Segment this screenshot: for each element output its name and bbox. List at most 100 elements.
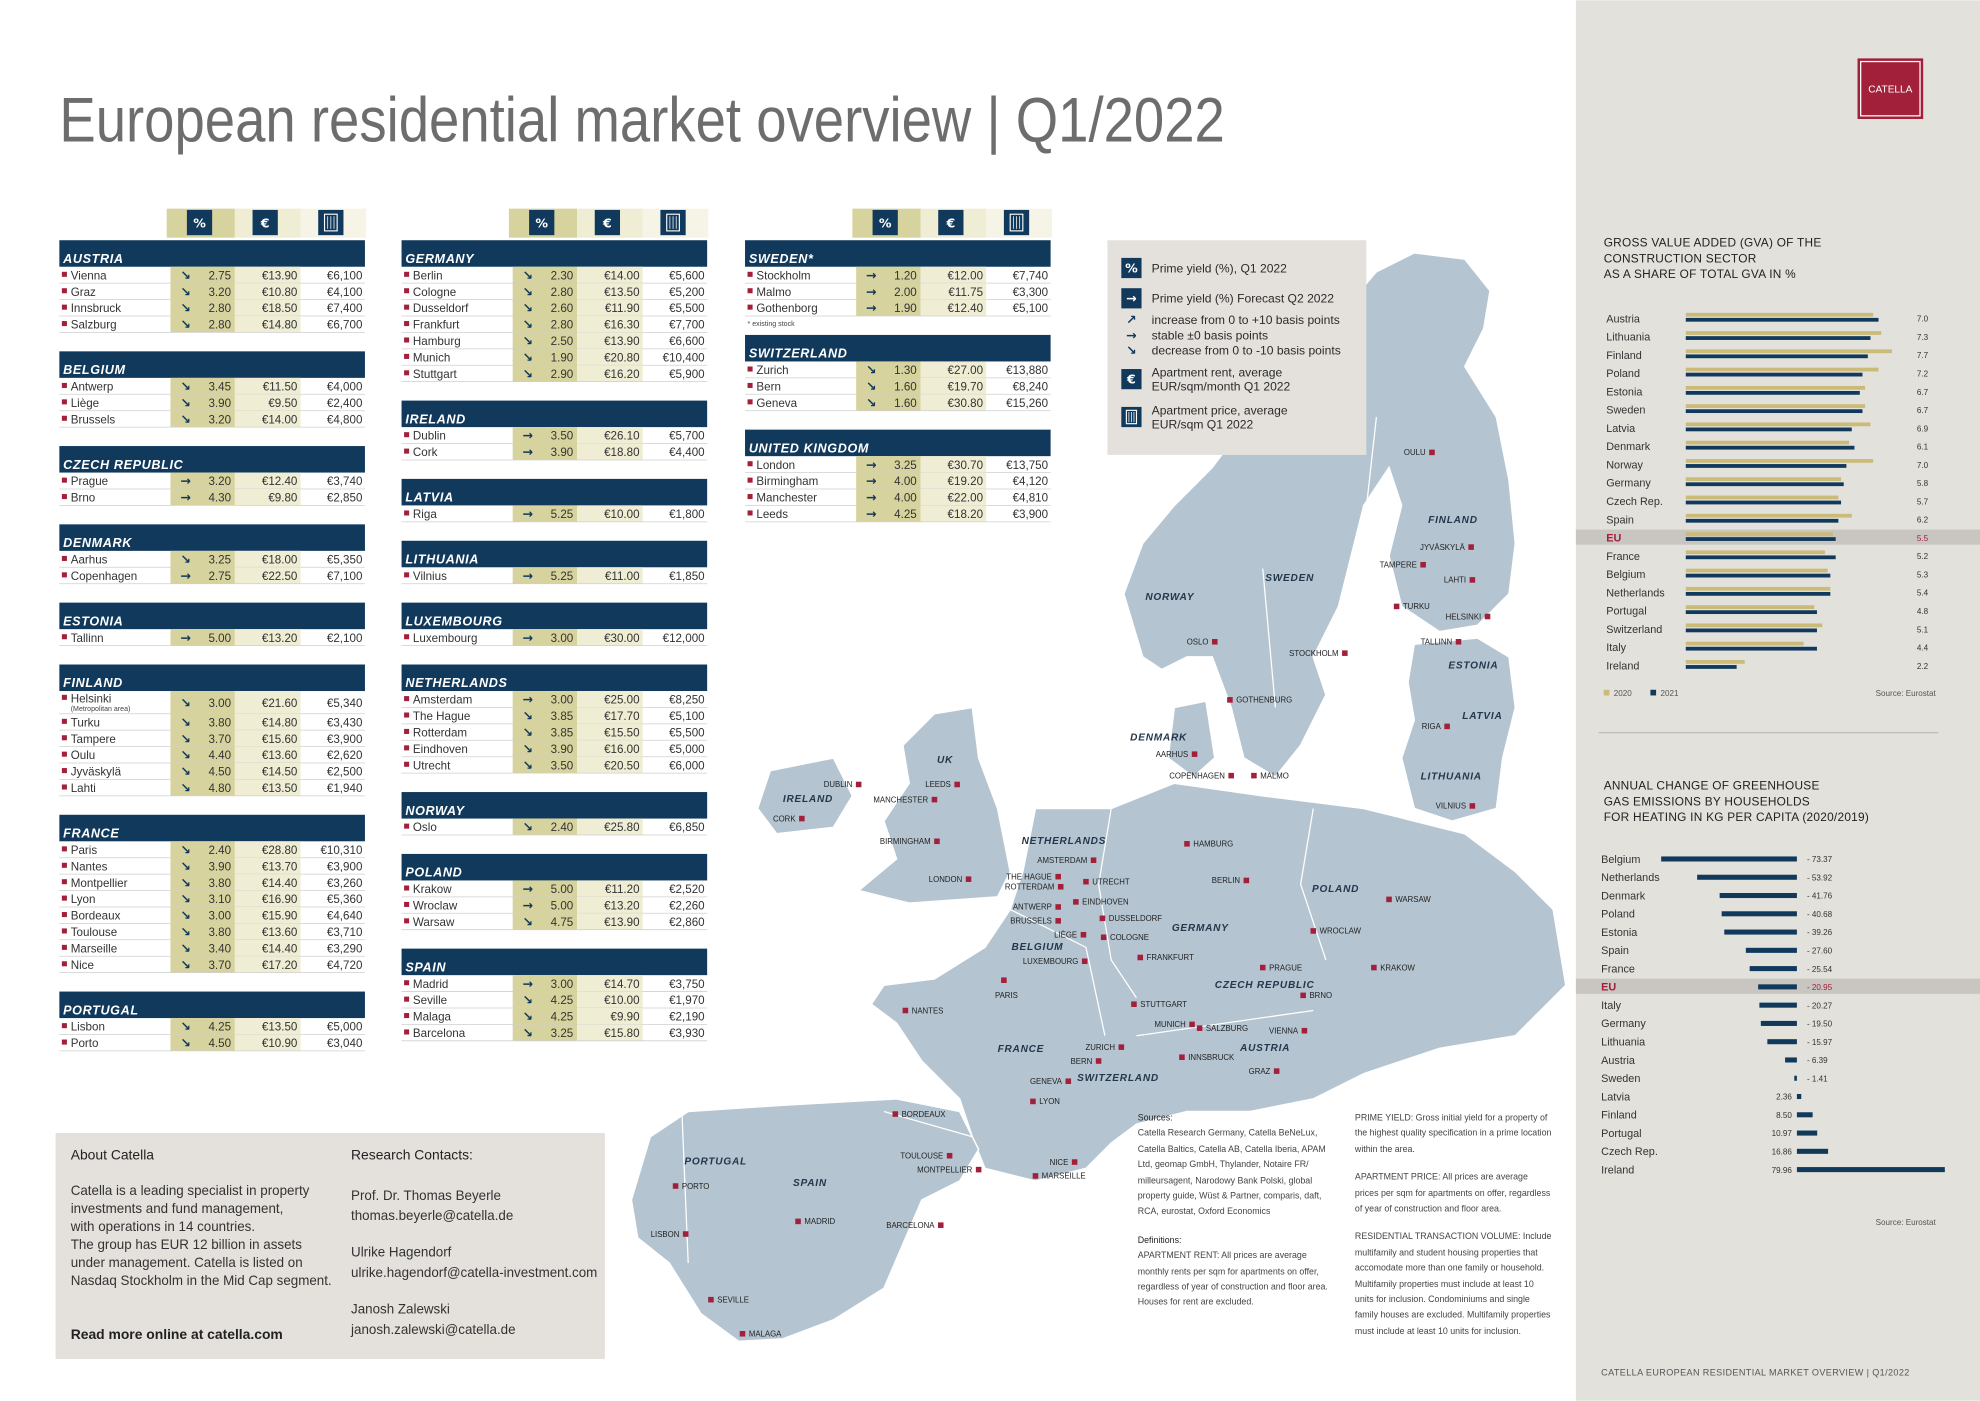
apartment-rent: €13.70 [262, 860, 298, 873]
prime-yield: 3.85 [551, 726, 574, 739]
notes-text: PRIME YIELD: Gross initial yield for a p… [1354, 1114, 1552, 1155]
row-marker [747, 510, 753, 516]
building-icon [323, 213, 338, 232]
yield-cell [170, 956, 235, 973]
country-name: FRANCE [63, 827, 119, 841]
apartment-rent: €13.50 [262, 1021, 298, 1034]
row-marker [747, 494, 753, 500]
chart-source: Source: Eurostat [1876, 1218, 1937, 1227]
apartment-rent: €16.00 [604, 743, 640, 756]
trend-arrow: ↘ [180, 780, 191, 795]
icon-box [594, 209, 621, 236]
yield-cell [856, 299, 921, 316]
icon-box [529, 209, 555, 236]
trend-arrow: → [866, 506, 877, 521]
prime-yield: 2.75 [208, 570, 231, 583]
country-name: IRELAND [405, 412, 465, 426]
apartment-price: €5,700 [669, 430, 705, 443]
country-label: IRELAND [783, 794, 833, 805]
column-header: % [193, 216, 206, 231]
yield-cell [170, 488, 235, 506]
value-label: 7.2 [1917, 369, 1929, 378]
city-label: COLOGNE [1110, 933, 1149, 942]
country-name: PORTUGAL [63, 1003, 139, 1017]
city-name: Warsaw [413, 916, 455, 929]
rent-cell [234, 939, 301, 957]
row-marker [404, 980, 410, 986]
city-label: VIENNA [1269, 1026, 1299, 1035]
column-header: € [260, 216, 270, 231]
value-label: - 39.26 [1807, 928, 1833, 937]
yield-cell [512, 315, 578, 333]
chart-title: AS A SHARE OF TOTAL GVA IN % [1604, 267, 1796, 281]
country-label: SPAIN [793, 1178, 827, 1189]
value-label: - 25.54 [1807, 965, 1833, 974]
apartment-rent: €13.90 [262, 269, 298, 282]
city-dot [1191, 751, 1198, 757]
prime-yield: 3.00 [208, 697, 231, 710]
city-label: VILNIUS [1436, 802, 1466, 811]
value-label: 5.7 [1917, 497, 1929, 506]
apartment-price: €5,100 [1013, 302, 1049, 315]
city-name: Luxembourg [413, 632, 478, 645]
country-header [59, 664, 365, 692]
row-marker [404, 1029, 410, 1035]
city-dot [1131, 1001, 1137, 1007]
trend-arrow: ↘ [523, 992, 534, 1007]
yield-cell [512, 283, 578, 300]
apartment-price: €3,260 [327, 877, 363, 890]
prime-yield: 4.50 [208, 766, 231, 779]
rent-cell [920, 377, 987, 395]
city-dot [1118, 1044, 1125, 1050]
apartment-price: €3,900 [1013, 508, 1049, 521]
city-dot [1429, 449, 1435, 456]
trend-arrow: → [866, 284, 877, 299]
rent-cell [920, 299, 987, 316]
trend-arrow: ↘ [180, 300, 191, 315]
country-name: NETHERLANDS [405, 676, 507, 690]
city-name: Malaga [413, 1011, 452, 1024]
contact-email: janosh.zalewski@catella.de [350, 1322, 516, 1337]
city-label: SEVILLE [717, 1295, 749, 1304]
column-header: % [535, 216, 548, 231]
bar [1685, 591, 1831, 596]
city-label: FRANKFURT [1147, 953, 1194, 962]
prime-yield: 3.85 [551, 710, 574, 723]
column-header: € [602, 216, 612, 231]
category-label: Denmark [1606, 441, 1651, 453]
apartment-price: €3,900 [327, 733, 363, 746]
yield-cell [170, 890, 235, 907]
apartment-rent: €20.80 [604, 351, 640, 364]
prime-yield: 3.50 [551, 430, 574, 443]
city-label: ZURICH [1085, 1043, 1115, 1052]
category-label: Poland [1601, 909, 1635, 921]
yield-cell [170, 763, 235, 780]
trend-arrow: ↘ [866, 378, 877, 393]
yield-cell [512, 1007, 578, 1025]
rent-cell [234, 266, 301, 284]
contact-name: Janosh Zalewski [351, 1302, 450, 1317]
apartment-price: €5,900 [669, 368, 705, 381]
row-marker [404, 728, 410, 734]
rent-cell [234, 779, 301, 796]
country-name: LATVIA [405, 491, 453, 505]
city-label: BRUSSELS [1010, 917, 1052, 926]
bar [1685, 459, 1874, 463]
prime-yield: 5.25 [551, 570, 574, 583]
apartment-price: €1,940 [327, 782, 363, 795]
land [756, 757, 854, 835]
rent-cell [577, 629, 643, 646]
rent-cell [234, 874, 301, 891]
city-name: Liège [71, 397, 99, 410]
bar [1685, 390, 1860, 395]
city-name: Lisbon [71, 1021, 105, 1034]
apartment-rent: €13.50 [604, 286, 640, 299]
value-label: 16.86 [1772, 1147, 1793, 1156]
country-name: AUSTRIA [62, 252, 123, 266]
rent-cell [577, 266, 643, 284]
apartment-price: €5,000 [327, 1021, 363, 1034]
apartment-price: €12,000 [663, 632, 705, 645]
border [1136, 1009, 1314, 1037]
rent-cell [577, 443, 643, 460]
